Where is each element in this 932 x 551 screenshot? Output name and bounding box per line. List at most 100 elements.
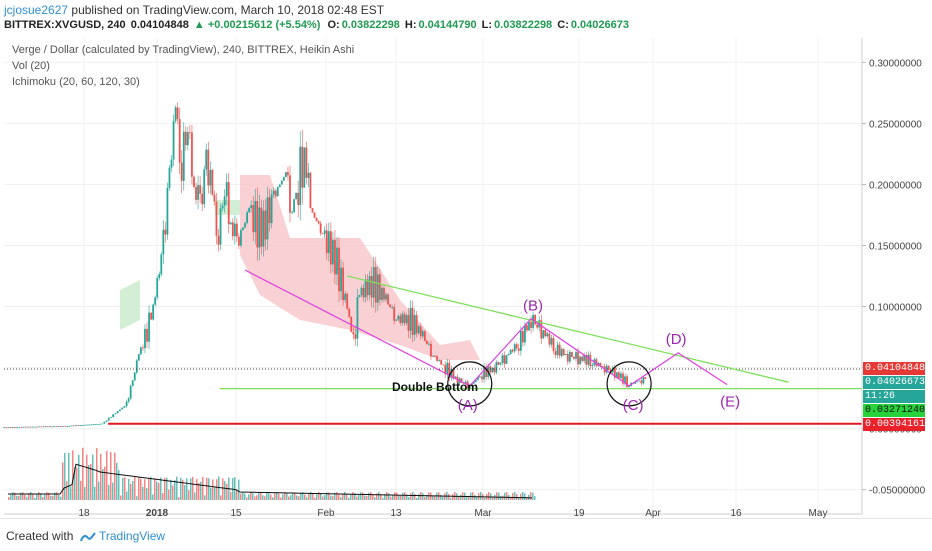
volume-bar	[68, 452, 70, 500]
volume-bar	[272, 497, 274, 500]
volume-bar	[122, 477, 124, 500]
volume-bar	[106, 450, 108, 500]
candle-body	[411, 307, 414, 335]
candle-body	[217, 235, 220, 245]
candle-body	[81, 424, 84, 426]
volume-bar	[72, 450, 74, 500]
candle-body	[9, 427, 12, 428]
publish-info: jcjosue2627 published on TradingView.com…	[4, 3, 384, 18]
volume-bar	[306, 497, 308, 500]
candle-body	[90, 424, 93, 426]
candle-body	[98, 423, 101, 425]
published-text: published on TradingView.com, March 10, …	[71, 3, 385, 17]
volume-bar	[114, 452, 116, 500]
volume-bar	[520, 493, 522, 500]
candle-body	[137, 354, 140, 361]
volume-bar	[8, 496, 10, 500]
volume-bar	[510, 496, 512, 500]
candle-body	[105, 420, 108, 422]
volume-bar	[158, 482, 160, 500]
candle-body	[83, 424, 86, 426]
volume-bar	[372, 494, 374, 500]
candle-body	[94, 424, 97, 425]
volume-bar	[442, 496, 444, 500]
volume-bar	[78, 454, 80, 500]
volume-bar	[392, 494, 394, 500]
volume-bar	[328, 492, 330, 500]
volume-bar	[196, 478, 198, 500]
volume-bar	[270, 494, 272, 500]
volume-bar	[390, 496, 392, 500]
candle-body	[146, 328, 148, 342]
volume-bar	[426, 494, 428, 500]
candle-body	[358, 295, 361, 298]
candle-body	[452, 368, 455, 379]
candle-body	[131, 380, 134, 386]
volume-bar	[356, 496, 358, 500]
candle-body	[101, 423, 103, 425]
volume-bar	[100, 453, 102, 500]
volume-bar	[90, 463, 92, 500]
candle-body	[599, 362, 602, 367]
candle-body	[387, 294, 389, 305]
candle-body	[123, 406, 126, 408]
candle-body	[307, 172, 310, 178]
candle-body	[258, 207, 261, 248]
volume-bar	[432, 495, 434, 500]
volume-bar	[14, 492, 16, 500]
volume-bar	[534, 495, 536, 500]
volume-bar	[166, 477, 168, 500]
volume-bar	[164, 477, 166, 500]
candle-body	[40, 426, 43, 428]
volume-bar	[102, 468, 104, 500]
candle-body	[417, 326, 420, 334]
author-link[interactable]: jcjosue2627	[4, 3, 69, 17]
volume-bar	[70, 486, 72, 500]
candle-body	[364, 279, 367, 298]
volume-bar	[220, 495, 222, 500]
volume-bar	[422, 493, 424, 500]
candle-body	[31, 426, 34, 428]
volume-bar	[110, 452, 112, 500]
candle-body	[215, 201, 218, 236]
x-tick-label: 13	[390, 508, 402, 518]
volume-bar	[518, 497, 520, 500]
candle-body	[158, 274, 161, 279]
candle-body	[260, 207, 263, 247]
volume-bar	[484, 497, 486, 500]
candle-body	[278, 184, 281, 188]
volume-bar	[140, 478, 142, 500]
candle-body	[366, 279, 369, 296]
candle-body	[38, 426, 40, 428]
volume-bar	[18, 495, 20, 500]
elliott-wave-path	[244, 269, 728, 387]
vol-legend[interactable]: Vol (20)	[12, 60, 50, 72]
ichimoku-legend[interactable]: Ichimoku (20, 60, 120, 30)	[12, 76, 140, 88]
volume-bar	[412, 492, 414, 500]
candle-body	[209, 170, 212, 186]
volume-bar	[16, 495, 18, 500]
volume-bar	[94, 486, 96, 500]
volume-ma-line	[8, 463, 533, 499]
candle-body	[49, 426, 51, 428]
price-chart[interactable]: (A)(B)(C)(D)(E)Double Bottom 0.300000000…	[0, 0, 932, 518]
y-tick-label: 0.10000000	[869, 303, 922, 314]
volume-bar	[340, 497, 342, 500]
candle-body	[164, 229, 167, 235]
volume-bar	[264, 496, 266, 500]
candle-body	[327, 231, 330, 254]
candle-body	[317, 221, 320, 224]
candle-body	[605, 365, 608, 373]
candle-body	[415, 314, 418, 334]
volume-bar	[360, 492, 362, 500]
wave-label: (B)	[523, 298, 543, 315]
volume-bar	[504, 492, 506, 500]
volume-bar	[172, 485, 174, 500]
tradingview-logo[interactable]: TradingView	[80, 529, 165, 543]
volume-bar	[398, 495, 400, 500]
candle-body	[293, 199, 295, 213]
candle-body	[601, 366, 604, 368]
volume-bar	[226, 483, 228, 500]
volume-bar	[474, 494, 476, 500]
candle-body	[262, 210, 265, 247]
